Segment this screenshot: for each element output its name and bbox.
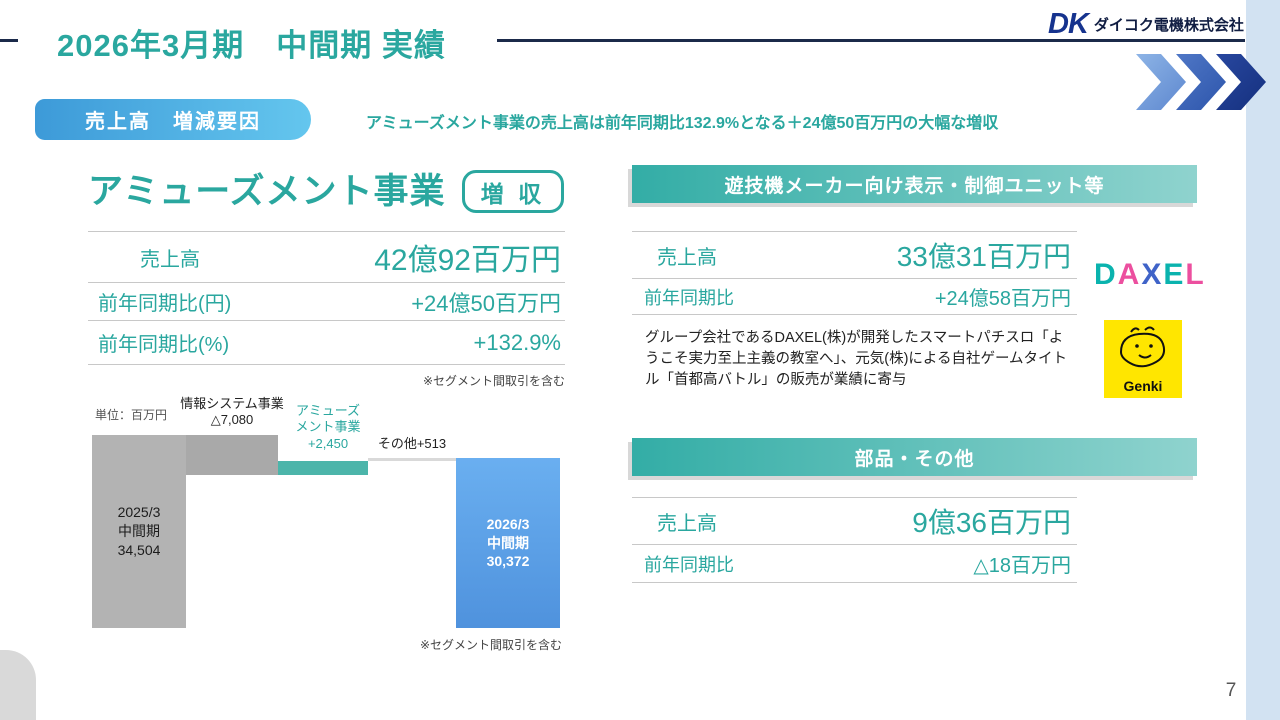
table-row: 売上高 33億31百万円 <box>632 231 1077 279</box>
row-label: 前年同期比(円) <box>98 293 232 315</box>
waterfall-bar-2026-total: 2026/3 中間期 30,372 <box>456 458 560 628</box>
company-logo: DK ダイコク電機株式会社 <box>1048 8 1244 41</box>
genki-logo-label: Genki <box>1123 378 1163 394</box>
revenue-increase-badge: 増 収 <box>462 170 564 213</box>
table-row: 売上高 9億36百万円 <box>632 497 1077 545</box>
parts-table: 売上高 9億36百万円 前年同期比 △18百万円 <box>632 497 1077 583</box>
dk-logo-mark: DK <box>1048 8 1089 40</box>
row-label: 前年同期比 <box>644 554 734 575</box>
bottom-left-corner-decor <box>0 650 36 720</box>
row-label: 売上高 <box>140 248 200 271</box>
amusement-table: 売上高 42億92百万円 前年同期比(円) +24億50百万円 前年同期比(%)… <box>88 231 565 365</box>
row-label: 売上高 <box>657 246 717 269</box>
title-left-dash <box>0 39 18 42</box>
units-description: グループ会社であるDAXEL(株)が開発したスマートパチスロ「ようこそ実力至上主… <box>645 330 1068 389</box>
waterfall-bar-info-system <box>186 435 278 475</box>
chart-segment-note: ※セグメント間取引を含む <box>419 638 562 652</box>
row-value: +132.9% <box>473 329 561 355</box>
row-value: 33億31百万円 <box>896 241 1071 272</box>
row-value: 42億92百万円 <box>374 244 561 277</box>
waterfall-bar-other <box>368 458 456 461</box>
sales-factor-badge: 売上高 増減要因 <box>35 99 311 140</box>
table-row: 前年同期比(%) +132.9% <box>88 321 565 365</box>
daxel-logo: DAXEL <box>1094 258 1206 291</box>
row-label: 売上高 <box>657 512 717 535</box>
right-accent-band <box>1246 0 1280 720</box>
units-table: 売上高 33億31百万円 前年同期比 +24億58百万円 <box>632 231 1077 315</box>
title-rule-line <box>497 39 1245 42</box>
row-value: +24億58百万円 <box>934 288 1071 310</box>
row-value: 9億36百万円 <box>912 507 1071 538</box>
chevron-decor-1 <box>1136 54 1186 110</box>
row-value: △18百万円 <box>973 555 1071 577</box>
table-row: 前年同期比 △18百万円 <box>632 545 1077 583</box>
waterfall-bar-amusement <box>278 461 368 475</box>
company-name: ダイコク電機株式会社 <box>1093 17 1244 34</box>
genki-doodle-icon <box>1120 326 1166 368</box>
units-section-header: 遊技機メーカー向け表示・制御ユニット等 <box>632 165 1197 203</box>
genki-logo: Genki <box>1104 320 1182 398</box>
table-row: 売上高 42億92百万円 <box>88 231 565 283</box>
amusement-heading: アミューズメント事業 <box>88 172 446 211</box>
page-number: 7 <box>1225 680 1237 701</box>
waterfall-bar-2025-total: 2025/3 中間期 34,504 <box>92 435 186 628</box>
chart-unit-label: 単位：百万円 <box>95 408 168 422</box>
label-other-segment: その他+513 <box>377 436 447 451</box>
label-info-system-segment: 情報システム事業 △7,080 <box>180 396 284 428</box>
lead-summary-text: アミューズメント事業の売上高は前年同期比132.9%となる＋24億50百万円の大… <box>366 115 999 132</box>
row-label: 前年同期比 <box>644 287 734 308</box>
table-row: 前年同期比 +24億58百万円 <box>632 279 1077 315</box>
parts-section-header: 部品・その他 <box>632 438 1197 476</box>
row-label: 前年同期比(%) <box>98 334 230 356</box>
segment-note: ※セグメント間取引を含む <box>422 374 565 388</box>
label-amusement-segment: アミューズ メント事業 +2,450 <box>295 403 361 451</box>
page-title: 2026年3月期 中間期 実績 <box>57 28 446 63</box>
row-value: +24億50百万円 <box>411 290 561 316</box>
table-row: 前年同期比(円) +24億50百万円 <box>88 283 565 321</box>
